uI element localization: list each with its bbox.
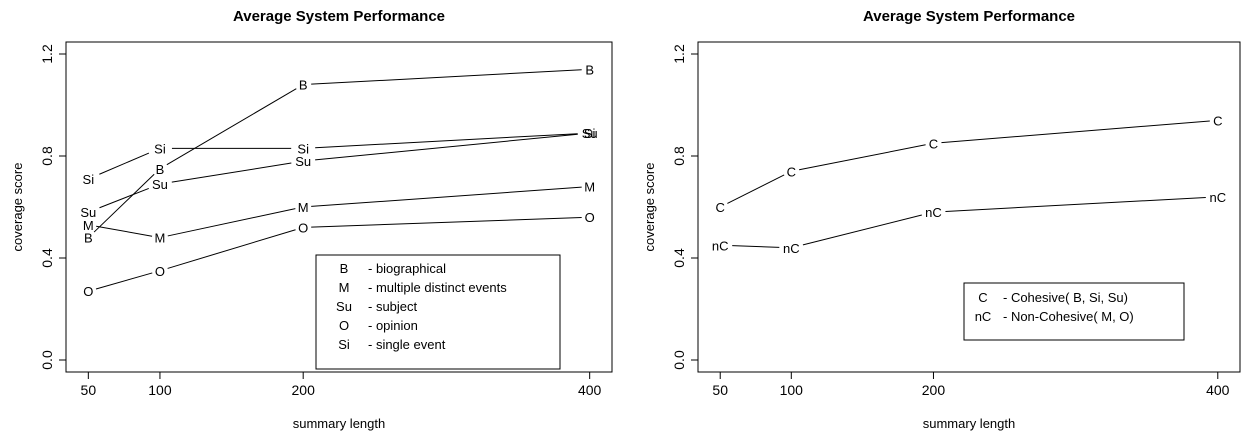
data-point-O: O: [155, 264, 165, 279]
x-tick-label: 100: [148, 382, 172, 398]
data-point-nC: nC: [783, 241, 800, 256]
series-line-M: [167, 208, 296, 237]
legend-entry: - opinion: [368, 318, 418, 333]
y-tick-label: 0.8: [671, 146, 687, 166]
series-line-C: [941, 120, 1210, 144]
x-axis-label: summary length: [923, 416, 1015, 431]
data-point-O: O: [298, 220, 308, 235]
series-line-O: [167, 229, 296, 269]
data-point-M: M: [584, 180, 595, 195]
chart-panel-1: Average System Performance 50 100 200 400 0.0…: [10, 8, 613, 431]
x-tick-label: 400: [1206, 382, 1230, 398]
plot-frame: [697, 41, 1241, 373]
y-tick-label: 1.2: [671, 44, 687, 64]
y-tick-label: 0.0: [39, 350, 55, 370]
legend-entry: - Non-Cohesive( M, O): [1003, 309, 1134, 324]
data-point-B: B: [156, 162, 165, 177]
series-line-nC: [802, 214, 922, 246]
data-point-Su: Su: [295, 154, 311, 169]
data-point-C: C: [1213, 113, 1222, 128]
legend-entry: - subject: [368, 299, 418, 314]
series-line-O: [311, 216, 582, 228]
y-axis-label: coverage score: [642, 163, 657, 252]
x-tick-label: 400: [578, 382, 602, 398]
data-point-O: O: [585, 210, 595, 225]
y-tick-label: 0.4: [671, 248, 687, 268]
x-tick-label: 200: [292, 382, 316, 398]
x-axis-label: summary length: [293, 416, 385, 431]
series-line-C: [799, 144, 926, 171]
data-point-Su: Su: [582, 126, 598, 141]
y-tick-label: 0.4: [39, 248, 55, 268]
data-point-O: O: [83, 284, 93, 299]
data-point-Si: Si: [154, 141, 166, 156]
series-line-Si: [99, 152, 150, 175]
series-line-nC: [732, 245, 780, 248]
y-tick-label: 1.2: [39, 44, 55, 64]
data-point-nC: nC: [925, 205, 942, 220]
chart-panel-2: Average System Performance 50 100 200 400 0.0…: [642, 8, 1241, 431]
chart-title: Average System Performance: [233, 8, 445, 25]
x-tick-label: 50: [81, 382, 97, 398]
data-point-C: C: [716, 200, 725, 215]
x-tick-label: 200: [922, 382, 946, 398]
y-tick-label: 0.0: [671, 350, 687, 370]
legend-entry: - multiple distinct events: [368, 280, 507, 295]
data-point-B: B: [299, 78, 308, 93]
data-point-B: B: [84, 231, 93, 246]
plot-frame: [65, 41, 613, 373]
legend-entry: - single event: [368, 337, 446, 352]
data-point-Si: Si: [584, 126, 596, 141]
series-line-M: [96, 225, 153, 237]
legend-symbol: O: [339, 318, 349, 333]
series-line-Si: [315, 133, 578, 149]
data-point-M: M: [298, 200, 309, 215]
series-line-Su: [99, 187, 149, 209]
series-line-Su: [315, 133, 578, 161]
series-line-Su: [171, 162, 292, 183]
legend-symbol: M: [339, 280, 350, 295]
legend-entry: - biographical: [368, 261, 446, 276]
data-point-C: C: [929, 136, 938, 151]
data-point-Si: Si: [297, 141, 309, 156]
legend-box: [963, 282, 1185, 341]
y-tick-label: 0.8: [39, 146, 55, 166]
x-tick-label: 50: [712, 382, 728, 398]
data-point-B: B: [585, 62, 594, 77]
chart-title: Average System Performance: [863, 8, 1075, 25]
data-point-M: M: [83, 218, 94, 233]
series-line-B: [166, 88, 297, 166]
legend-symbol: B: [340, 261, 349, 276]
data-point-nC: nC: [712, 238, 729, 253]
data-point-Su: Su: [152, 177, 168, 192]
series-line-B: [93, 173, 155, 233]
series-line-nC: [945, 196, 1206, 212]
series-line-M: [311, 186, 582, 207]
legend-symbol: Su: [336, 299, 352, 314]
legend-symbol: C: [978, 290, 987, 305]
series-line-O: [95, 272, 153, 290]
y-axis-label: coverage score: [10, 163, 25, 252]
legend-symbol: Si: [338, 337, 350, 352]
data-point-C: C: [787, 164, 796, 179]
data-point-M: M: [155, 231, 166, 246]
data-point-Si: Si: [83, 172, 95, 187]
x-tick-label: 100: [780, 382, 804, 398]
series-line-C: [727, 174, 785, 204]
data-point-Su: Su: [80, 205, 96, 220]
legend-entry: - Cohesive( B, Si, Su): [1003, 290, 1128, 305]
legend-box: [315, 254, 561, 370]
data-point-nC: nC: [1209, 190, 1226, 205]
legend-symbol: nC: [975, 309, 992, 324]
series-line-B: [311, 69, 582, 85]
